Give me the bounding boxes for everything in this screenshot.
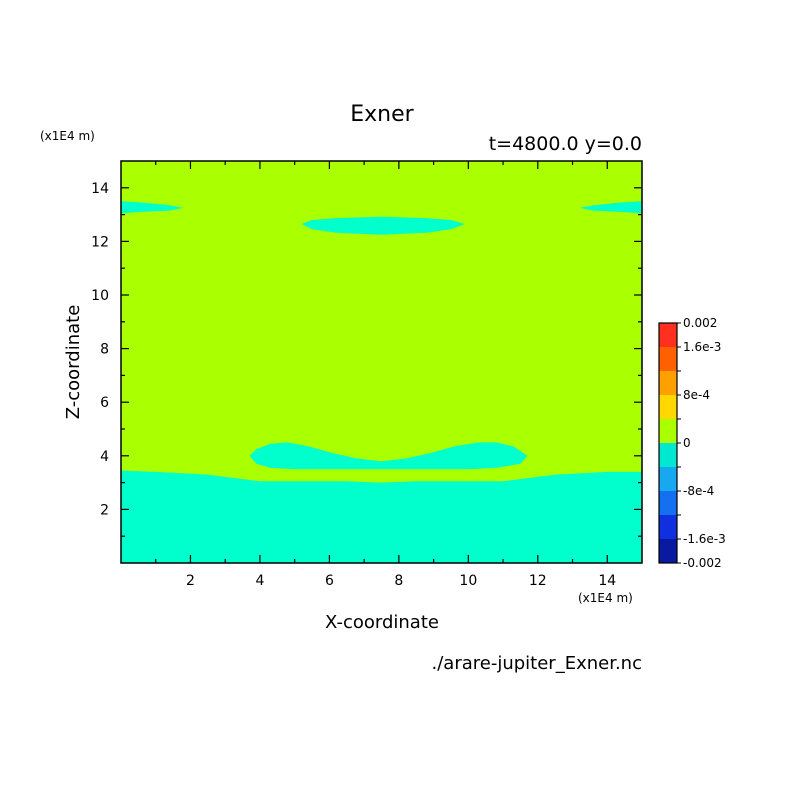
x-tick-label: 6 [325, 573, 334, 589]
x-tick-label: 4 [255, 573, 264, 589]
colorbar-label: -1.6e-3 [683, 532, 726, 546]
colorbar-swatch [659, 419, 677, 443]
y-tick-label: 2 [100, 502, 109, 518]
y-tick-label: 6 [100, 395, 109, 411]
colorbar-swatch [659, 323, 677, 347]
colorbar-swatch [659, 371, 677, 395]
y-axis: 2 4 6 8 10 12 14 [91, 181, 642, 537]
colorbar-label: 0.002 [683, 316, 717, 330]
y-tick-label: 4 [100, 449, 109, 465]
x-tick-label: 2 [186, 573, 195, 589]
x-tick-label: 8 [394, 573, 403, 589]
y-axis-unit: (x1E4 m) [40, 129, 95, 143]
y-tick-label: 14 [91, 181, 109, 197]
x-axis-label: X-coordinate [325, 612, 439, 633]
x-axis-unit: (x1E4 m) [578, 591, 633, 605]
y-axis-label: Z-coordinate [63, 305, 84, 420]
contour-region-right-edge-sliver [579, 201, 642, 214]
colorbar-swatch [659, 467, 677, 491]
x-tick-label: 14 [598, 573, 616, 589]
colorbar-label: 0 [683, 436, 691, 450]
y-tick-label: 12 [91, 234, 109, 250]
colorbar-swatch [659, 443, 677, 467]
plot-area [120, 160, 643, 564]
contour-region-upper-lens [301, 216, 465, 235]
contour-region-double-lobe-band [249, 442, 528, 470]
y-tick-label: 8 [100, 342, 109, 358]
contour-region-left-edge-sliver [121, 201, 184, 214]
colorbar-swatch [659, 491, 677, 515]
colorbar-label: 1.6e-3 [683, 340, 721, 354]
contour-region-lower-layer [121, 470, 642, 563]
chart-title: Exner [350, 102, 414, 127]
colorbar-label: -0.002 [683, 556, 722, 570]
colorbar-swatch [659, 395, 677, 419]
x-tick-label: 12 [529, 573, 547, 589]
x-tick-label: 10 [459, 573, 477, 589]
colorbar-label: -8e-4 [683, 484, 714, 498]
plot-frame [120, 160, 643, 564]
colorbar: 0.002 1.6e-3 8e-4 0 -8e-4 -1.6e-3 -0.002 [658, 316, 726, 570]
colorbar-label: 8e-4 [683, 388, 710, 402]
x-axis: 2 4 6 8 10 12 14 [155, 161, 616, 589]
colorbar-swatch [659, 515, 677, 539]
source-file-label: ./arare-jupiter_Exner.nc [432, 653, 642, 674]
colorbar-swatch [659, 347, 677, 371]
chart-subtitle: t=4800.0 y=0.0 [489, 133, 642, 155]
y-tick-label: 10 [91, 288, 109, 304]
colorbar-swatch [659, 539, 677, 563]
